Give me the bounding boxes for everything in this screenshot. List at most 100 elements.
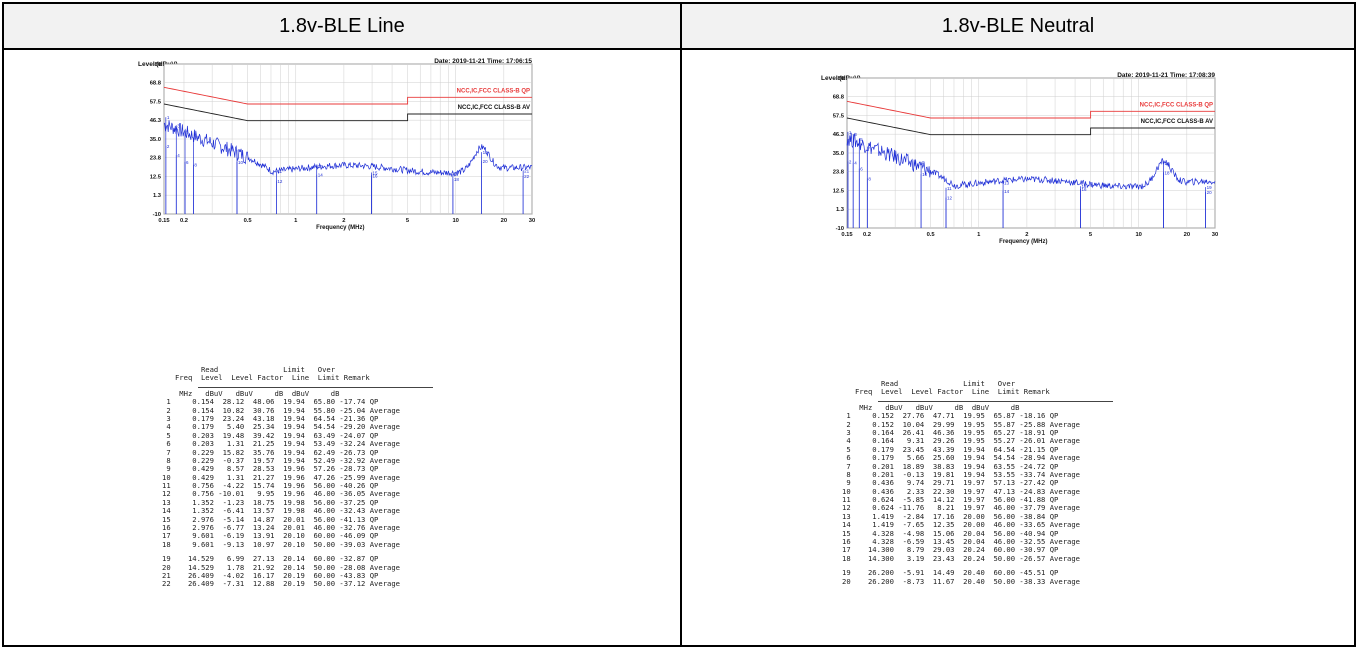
table-row: 3 0.164 26.41 46.36 19.95 65.27 -18.91 Q…: [842, 427, 1059, 437]
marker-number: 22: [524, 174, 530, 179]
table-row: 7 0.201 18.89 38.83 19.94 63.55 -24.72 Q…: [842, 461, 1059, 471]
marker-number: 13: [1004, 181, 1010, 186]
header-rule: [878, 397, 1113, 402]
x-tick-label: 0.15: [158, 218, 170, 224]
x-tick-label: 30: [1212, 232, 1218, 238]
marker-number: 10: [238, 160, 244, 165]
column-divider: [680, 4, 682, 645]
marker-number: 12: [947, 196, 953, 201]
y-tick-label: 68.8: [150, 81, 162, 87]
x-tick-label: 0.2: [863, 232, 871, 238]
marker-number: 8: [194, 163, 197, 168]
table-row: 14 1.419 -7.65 12.35 20.00 46.00 -33.65 …: [842, 520, 1080, 530]
x-axis-label: Frequency (MHz): [316, 225, 364, 231]
marker-number: 8: [868, 176, 871, 181]
y-tick-label: 80: [155, 62, 161, 68]
table-row: 3 0.179 23.24 43.18 19.94 64.54 -21.36 Q…: [162, 413, 379, 423]
av-limit-label: NCC,IC,FCC CLASS-B AV: [458, 105, 530, 111]
marker-number: 2: [849, 159, 852, 164]
x-tick-label: 0.15: [841, 232, 853, 238]
y-tick-label: -10: [836, 226, 844, 232]
x-tick-label: 5: [406, 218, 410, 224]
marker-number: 20: [1207, 190, 1213, 195]
y-tick-label: 80: [838, 76, 844, 82]
table-header-line-1: Read Limit Over: [842, 379, 1016, 388]
x-tick-label: 20: [1184, 232, 1190, 238]
line-header: 1.8v-BLE Line: [4, 4, 680, 50]
table-row: 6 0.203 1.31 21.25 19.94 53.49 -32.24 Av…: [162, 439, 400, 449]
table-row: 21 26.409 -4.02 16.17 20.19 60.00 -43.83…: [162, 570, 379, 580]
neutral-panel: Level (dBuV) Date: 2019-11-21 Time: 17:08…: [682, 50, 1354, 645]
x-tick-label: 10: [452, 218, 458, 224]
table-row: 5 0.203 19.48 39.42 19.94 63.49 -24.07 Q…: [162, 430, 379, 440]
marker-number: 17: [454, 172, 460, 177]
table-row: 12 0.756 -10.01 9.95 19.96 46.00 -36.05 …: [162, 489, 400, 499]
marker-number: 13: [318, 164, 324, 169]
x-tick-label: 20: [501, 218, 507, 224]
x-tick-label: 2: [1025, 232, 1028, 238]
date-time-label: Date: 2019-11-21 Time: 17:08:39: [1117, 72, 1215, 79]
x-tick-label: 0.2: [180, 218, 188, 224]
marker-number: 5: [186, 130, 189, 135]
table-row: 19 26.200 -5.91 14.49 20.40 60.00 -45.51…: [842, 568, 1059, 578]
header-rule: [198, 383, 433, 388]
table-row: 8 0.201 -0.13 19.81 19.94 53.55 -33.74 A…: [842, 469, 1080, 479]
emission-trace: [163, 120, 533, 178]
table-row: 20 26.200 -8.73 11.67 20.40 50.00 -38.33…: [842, 576, 1080, 586]
marker-number: 6: [186, 160, 189, 165]
marker-number: 3: [854, 132, 857, 137]
marker-number: 20: [483, 159, 489, 164]
table-row: 9 0.429 8.57 28.53 19.96 57.26 -28.73 QP: [162, 464, 379, 474]
marker-number: 15: [373, 171, 379, 176]
line-panel: Level (dBuV) Date: 2019-11-21 Time: 17:06…: [4, 50, 680, 645]
qp-limit-label: NCC,IC,FCC CLASS-B QP: [1140, 102, 1213, 108]
table-units-row: MHz dBuV dBuV dB dBuV dB: [162, 388, 340, 398]
y-tick-label: 46.3: [833, 132, 845, 138]
av-limit-label: NCC,IC,FCC CLASS-B AV: [1141, 119, 1213, 125]
table-row: 10 0.429 1.31 21.27 19.96 47.26 -25.99 A…: [162, 472, 400, 482]
table-row: 7 0.229 15.82 35.76 19.94 62.49 -26.73 Q…: [162, 447, 379, 457]
level-axis-label: Level (dBuV): [138, 61, 178, 68]
marker-number: 2: [167, 144, 170, 149]
level-axis-label: Level (dBuV): [821, 75, 861, 82]
marker-number: 4: [177, 153, 180, 158]
marker-number: 4: [854, 161, 857, 166]
table-row: 13 1.419 -2.84 17.16 20.00 56.00 -38.84 …: [842, 511, 1059, 521]
table-row: 2 0.152 10.04 29.99 19.95 55.87 -25.88 A…: [842, 419, 1080, 429]
x-axis-label: Frequency (MHz): [999, 239, 1047, 245]
x-tick-label: 30: [529, 218, 535, 224]
marker-number: 9: [922, 160, 925, 165]
table-row: 11 0.756 -4.22 15.74 19.96 56.00 -40.26 …: [162, 481, 379, 491]
table-row: 17 9.601 -6.19 13.91 20.10 60.00 -46.09 …: [162, 531, 379, 541]
qp-limit-line: [163, 86, 532, 105]
marker-number: 11: [947, 186, 952, 191]
x-tick-label: 10: [1135, 232, 1141, 238]
marker-number: 1: [167, 115, 170, 120]
neutral-emission-chart: Level (dBuV) Date: 2019-11-21 Time: 17:08…: [821, 72, 1218, 245]
y-tick-label: 1.3: [153, 193, 162, 199]
y-tick-label: 68.8: [833, 95, 845, 101]
table-header-line-1: Read Limit Over: [162, 365, 336, 374]
table-row: 19 14.529 6.99 27.13 20.14 60.00 -32.87 …: [162, 554, 379, 564]
y-tick-label: 46.3: [150, 118, 162, 124]
table-row: 2 0.154 10.82 30.76 19.94 55.80 -25.04 A…: [162, 405, 400, 415]
av-limit-line: [846, 117, 1215, 136]
table-row: 18 9.601 -9.13 10.97 20.10 50.00 -39.03 …: [162, 539, 400, 549]
marker-number: 21: [524, 168, 530, 173]
table-row: 13 1.352 -1.23 18.75 19.98 56.00 -37.25 …: [162, 497, 379, 507]
table-header-line-2: Freq Level Level Factor Line Limit Remar…: [842, 387, 1050, 397]
table-row: 18 14.300 3.19 23.43 20.24 50.00 -26.57 …: [842, 553, 1080, 563]
marker-number: 15: [1082, 184, 1088, 189]
table-row: 6 0.179 5.66 25.60 19.94 54.54 -28.94 Av…: [842, 453, 1080, 463]
y-tick-label: -10: [153, 212, 161, 218]
table-header-line-2: Freq Level Level Factor Line Limit Remar…: [162, 373, 370, 383]
table-row: 1 0.152 27.76 47.71 19.95 65.87 -18.16 Q…: [842, 411, 1059, 421]
table-row: 4 0.164 9.31 29.26 19.95 55.27 -26.01 Av…: [842, 436, 1080, 446]
neutral-header: 1.8v-BLE Neutral: [682, 4, 1354, 50]
line-column: 1.8v-BLE Line Level (dBuV) Date: 2019-11-…: [4, 4, 680, 645]
y-tick-label: 23.8: [150, 156, 162, 162]
table-row: 12 0.624 -11.76 8.21 19.97 46.00 -37.79 …: [842, 503, 1080, 513]
y-tick-label: 12.5: [833, 189, 845, 195]
marker-number: 5: [860, 137, 863, 142]
table-row: 9 0.436 9.74 29.71 19.97 57.13 -27.42 QP: [842, 478, 1059, 488]
